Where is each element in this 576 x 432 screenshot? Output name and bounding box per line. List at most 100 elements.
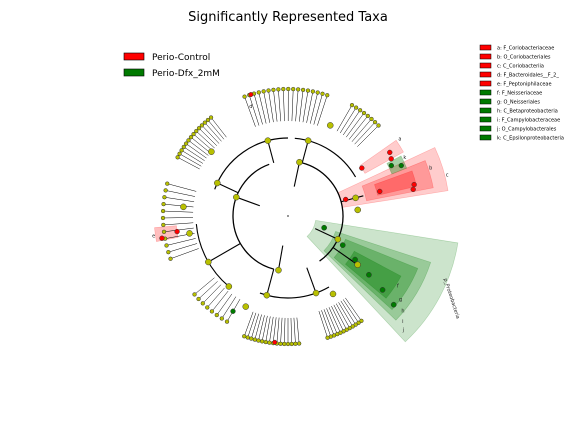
key-label-e: e: F_Peptoniphilaceae [497, 82, 552, 88]
fan-bottom-branch [247, 312, 257, 338]
fan-lower-right-branch [321, 310, 332, 337]
key-label-h: h: C_Betaproteobacteria [497, 109, 558, 115]
fan-upper-right-leaf [365, 113, 370, 119]
fan-top-branch [268, 90, 274, 123]
fan-bottom-leaf [259, 339, 265, 344]
fan-bottom-branch [251, 313, 259, 339]
clade-label-g: g [399, 297, 402, 303]
fan-upper-left-leaf [196, 126, 202, 131]
fan-left-branch [170, 248, 199, 259]
mid-node-0 [296, 158, 303, 166]
fan-upper-right-branch [354, 121, 376, 145]
fan-left-leaf [162, 195, 167, 200]
fan-upper-right-branch [336, 105, 353, 132]
node-dfx-k-0 [388, 162, 395, 169]
fan-bottom-leaf [263, 339, 268, 345]
fan-upper-right-branch [351, 118, 372, 142]
fan-bottom-leaf [267, 340, 272, 345]
fan-upper-left-leaf [194, 128, 199, 134]
fan-upper-left-branch [188, 140, 209, 156]
fan-top-leaf [320, 91, 325, 96]
node-dfx-1 [339, 242, 346, 248]
fan-top-leaf [305, 88, 311, 93]
key-swatch-e [479, 80, 492, 87]
fan-upper-right-leaf [372, 120, 378, 125]
chart-title: Significantly Represented Taxa [188, 10, 388, 25]
fan-left-leaf [161, 222, 166, 228]
fan-top-leaf [315, 90, 320, 95]
fan-upper-right-leaf [353, 105, 359, 110]
fan-left-leaf [161, 201, 166, 207]
fan-bottom-branch [258, 315, 265, 341]
fan-left-branch [166, 238, 196, 246]
fan-top-branch [306, 91, 314, 123]
fan-top-leaf [261, 89, 266, 94]
fan-lower-right-branch [333, 304, 347, 330]
mid-node-17 [186, 230, 193, 237]
fan-upper-left-leaf [205, 117, 211, 123]
key-label-i: i: F_Campylobacteraceae [497, 118, 560, 124]
node-dfx-2 [352, 256, 358, 263]
spoke-10 [208, 243, 241, 263]
fan-bottom-branch [276, 317, 280, 344]
arc-upper-left [214, 137, 289, 190]
key-label-a: a: F_Coriobacteriaceae [497, 46, 554, 52]
fan-bottom-leaf [256, 338, 261, 343]
fan-left-leaf [160, 208, 166, 214]
fan-upper-left-branch [210, 117, 227, 138]
fan-left-leaf [168, 256, 173, 261]
fan-upper-right-branch [342, 110, 361, 136]
fan-lower-left-leaf [224, 319, 230, 324]
fan-top-branch [309, 92, 318, 124]
key-label-f: f: F_Neisseriaceae [497, 91, 542, 97]
clade-label-a: a [398, 137, 401, 143]
fan-top-leaf [300, 87, 306, 93]
node-dfx-5 [390, 301, 397, 308]
fan-lower-left-branch [211, 290, 229, 312]
fan-bottom-branch [280, 317, 283, 344]
fan-lower-left-leaf [192, 292, 197, 297]
mid-node-18 [329, 290, 337, 298]
mid-node-1 [334, 235, 342, 243]
fan-top-branch [302, 90, 309, 123]
mid-node-13 [354, 261, 361, 269]
fan-upper-left-branch [185, 143, 207, 159]
fan-lower-right-branch [338, 302, 353, 327]
fan-top-branch [263, 91, 271, 123]
fan-top-branch [295, 89, 299, 122]
taxa-key-legend: a: F_Coriobacteriaceae b: O_Coriobacteria… [479, 44, 564, 142]
fan-upper-left-leaf [208, 115, 214, 120]
spoke-3 [236, 196, 260, 207]
fan-lower-left-branch [202, 284, 222, 304]
key-swatch-d [479, 71, 492, 78]
fan-top-branch [299, 89, 304, 122]
mid-node-11 [352, 194, 359, 202]
clade-wedge-k [386, 155, 408, 175]
mid-node-14 [327, 122, 334, 129]
fan-lower-right-branch [331, 305, 344, 332]
backbone-arc-right [302, 162, 344, 262]
fan-bottom-branch [296, 317, 300, 344]
fan-upper-right-leaf [369, 116, 374, 122]
fan-upper-left-branch [193, 133, 213, 151]
key-swatch-b [479, 53, 492, 60]
fan-lower-left-branch [198, 281, 218, 300]
fan-lower-left-leaf [219, 316, 224, 321]
clade-label-k: k [403, 155, 406, 161]
fan-upper-right-branch [345, 112, 365, 138]
fan-lower-left-branch [194, 277, 215, 295]
fan-top-branch [291, 89, 294, 122]
fan-bottom-branch [290, 317, 292, 344]
node-control-c-3 [410, 186, 416, 193]
spoke-9 [266, 268, 275, 296]
fan-upper-left-leaf [181, 144, 186, 150]
node-control-c-2 [411, 181, 417, 188]
mid-node-4 [214, 179, 221, 187]
fan-lower-left-leaf [196, 296, 201, 302]
fan-top-branch [278, 89, 282, 122]
fan-upper-left-leaf [186, 138, 191, 143]
key-swatch-g [479, 98, 492, 105]
fan-bottom-leaf [278, 341, 283, 346]
fan-lower-left-branch [221, 296, 237, 319]
fan-top-leaf [281, 86, 286, 92]
